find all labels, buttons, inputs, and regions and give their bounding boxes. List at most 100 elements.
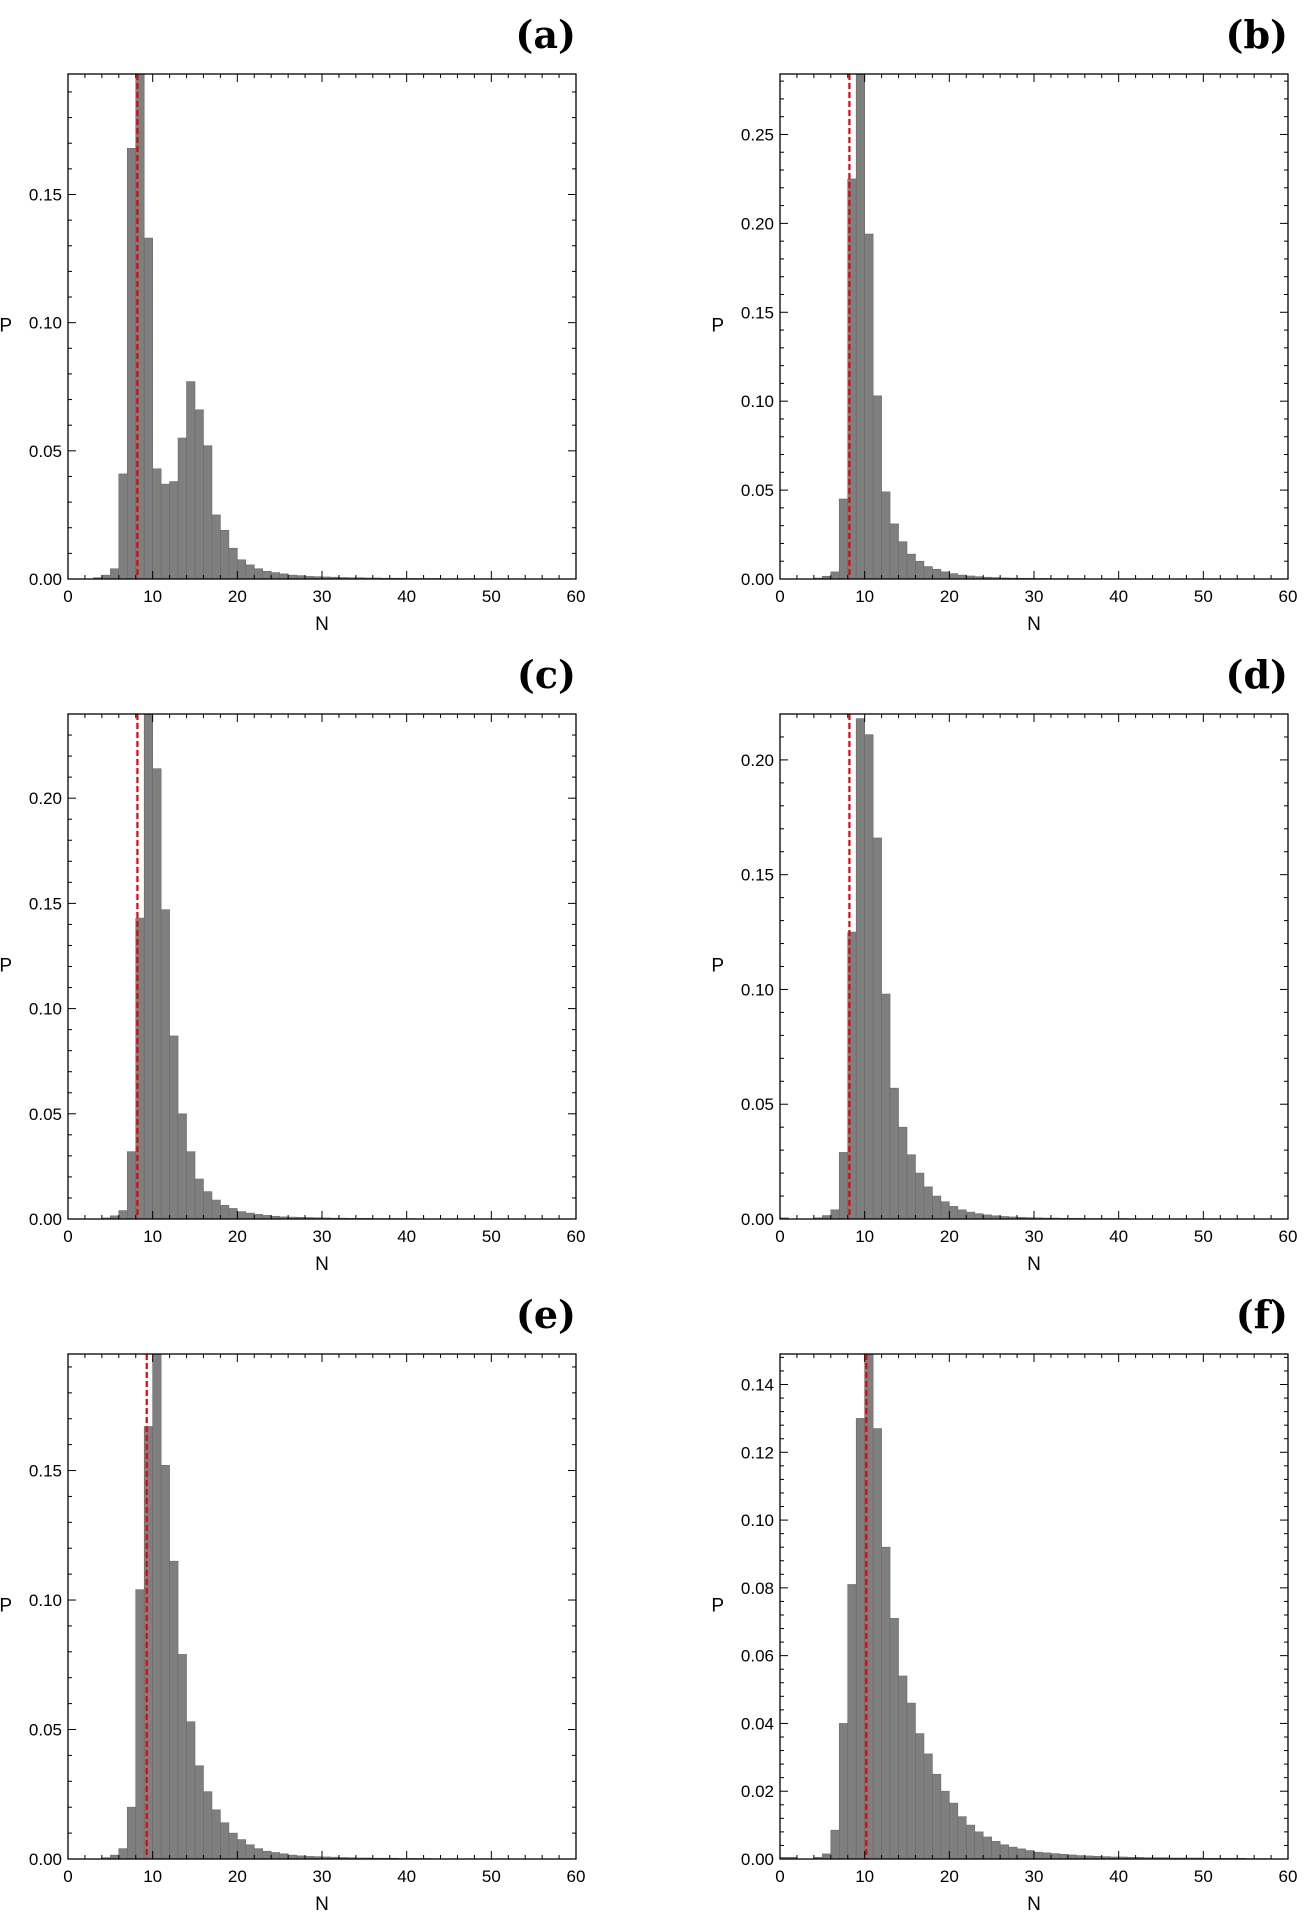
histogram-bar (177, 1113, 187, 1220)
panel-label: (a) (515, 12, 576, 57)
histogram-bar (940, 571, 950, 580)
x-tick-label: 50 (1194, 1227, 1213, 1246)
y-tick-label: 0.20 (29, 789, 62, 808)
histogram-bar (906, 553, 916, 580)
histogram-bar (211, 1199, 221, 1220)
histogram-bar (949, 573, 959, 580)
histogram-bar (855, 73, 865, 580)
x-tick-label: 40 (397, 1867, 416, 1886)
histogram-bar (1059, 1853, 1069, 1860)
histogram-bar (864, 734, 874, 1220)
histogram-bar (932, 1773, 942, 1860)
histogram-bar (118, 473, 128, 580)
panel-c: (c) 0 10 20 30 40 50 60 0.00 0.05 0.10 0.15 0.20 N P (0, 652, 585, 1275)
histogram-bar (949, 1206, 959, 1220)
y-tick-label: 0.00 (741, 1210, 774, 1229)
y-axis-label: P (0, 316, 12, 337)
x-tick-label: 0 (63, 1867, 72, 1886)
x-tick-label: 30 (1025, 1867, 1044, 1886)
y-tick-label: 0.08 (741, 1579, 774, 1598)
histogram-bar (881, 491, 891, 580)
histogram-bar (253, 1214, 264, 1220)
histogram-bar (237, 559, 247, 580)
histogram-bar (957, 1816, 967, 1860)
x-tick-label: 30 (1025, 587, 1044, 606)
y-tick-label: 0.15 (29, 185, 62, 204)
histogram-bar (152, 468, 162, 580)
y-tick-label: 0.10 (741, 1511, 774, 1530)
x-tick-label: 50 (482, 1227, 501, 1246)
histogram-bar (830, 1209, 840, 1220)
y-axis-label: P (711, 956, 724, 977)
y-tick-label: 0.05 (741, 1095, 774, 1114)
histogram-bar (211, 514, 221, 580)
histogram-bar (1016, 1848, 1026, 1860)
histogram-bars (813, 73, 1170, 580)
histogram-bar (270, 1852, 280, 1860)
histogram-bar (126, 1151, 137, 1220)
histogram-bar (152, 1353, 162, 1860)
panel-e: (e) 0 10 20 30 40 50 60 0.00 0.05 0.10 0.15 N P (0, 1292, 585, 1915)
y-tick-label: 0.00 (29, 1850, 62, 1869)
histogram-bar (965, 1824, 976, 1860)
y-tick-label: 0.15 (29, 1462, 62, 1481)
histogram-bar (906, 1702, 916, 1860)
x-tick-label: 50 (482, 587, 501, 606)
histogram-bar (923, 566, 933, 580)
y-tick-label: 0.12 (741, 1443, 774, 1462)
histogram-bar (245, 1844, 255, 1860)
histogram-bar (143, 713, 153, 1220)
y-tick-label: 0.10 (741, 980, 774, 999)
y-tick-label: 0.05 (29, 1721, 62, 1740)
histogram-bar (1033, 1851, 1043, 1860)
x-tick-label: 50 (482, 1867, 501, 1886)
histogram-bar (915, 560, 925, 580)
histogram-bar (889, 1087, 899, 1220)
histogram-bar (872, 395, 882, 580)
y-tick-label: 0.05 (29, 442, 62, 461)
x-tick-label: 0 (63, 1227, 72, 1246)
panel-b: (b) 0 10 20 30 40 50 60 0.00 0.05 0.10 0.15 0.20 0.25… (711, 12, 1297, 635)
histogram-bar (169, 1560, 179, 1860)
histogram-bar (110, 568, 120, 580)
histogram-bars (779, 1353, 1272, 1860)
x-tick-label: 10 (143, 587, 162, 606)
histogram-bar (932, 1195, 942, 1220)
y-tick-label: 0.04 (741, 1714, 774, 1733)
x-tick-label: 50 (1194, 587, 1213, 606)
panel-label: (b) (1225, 12, 1288, 57)
histogram-bar (126, 148, 137, 580)
histogram-bar (177, 437, 187, 580)
histogram-bar (262, 571, 272, 580)
histogram-bar (906, 1154, 916, 1220)
panel-a: (a) 0 10 20 30 40 50 60 0.00 0.05 0.10 0.15 N P (0, 12, 585, 635)
histogram-bar (135, 1589, 145, 1860)
histogram-bar (1042, 1852, 1052, 1860)
histogram-bar (889, 1618, 899, 1860)
panel-f: (f) 0 10 20 30 40 50 60 0.00 0.02 0.04 0.06 0.08 0.10… (711, 1292, 1297, 1915)
x-tick-label: 10 (143, 1867, 162, 1886)
y-tick-label: 0.15 (29, 894, 62, 913)
histogram-bar (1025, 1850, 1035, 1860)
histogram-bar (262, 1850, 272, 1860)
x-axis-label: N (315, 1254, 329, 1275)
histogram-bar (118, 1848, 128, 1860)
x-tick-label: 20 (940, 1867, 959, 1886)
histogram-bar (160, 483, 170, 580)
y-axis-label: P (711, 1596, 724, 1617)
histogram-bars (101, 713, 509, 1220)
histogram-bar (974, 1213, 984, 1220)
x-tick-label: 40 (1109, 587, 1128, 606)
y-axis-label: P (0, 1596, 12, 1617)
histogram-bar (982, 1836, 992, 1860)
histogram-bar (203, 1191, 213, 1220)
x-tick-label: 0 (775, 1867, 784, 1886)
x-tick-label: 20 (940, 1227, 959, 1246)
x-tick-label: 0 (63, 587, 72, 606)
x-tick-label: 10 (143, 1227, 162, 1246)
x-tick-label: 0 (775, 587, 784, 606)
histogram-bar (847, 1584, 857, 1860)
histogram-bar (872, 837, 882, 1220)
histogram-bar (940, 1790, 950, 1860)
x-tick-label: 10 (855, 1867, 874, 1886)
